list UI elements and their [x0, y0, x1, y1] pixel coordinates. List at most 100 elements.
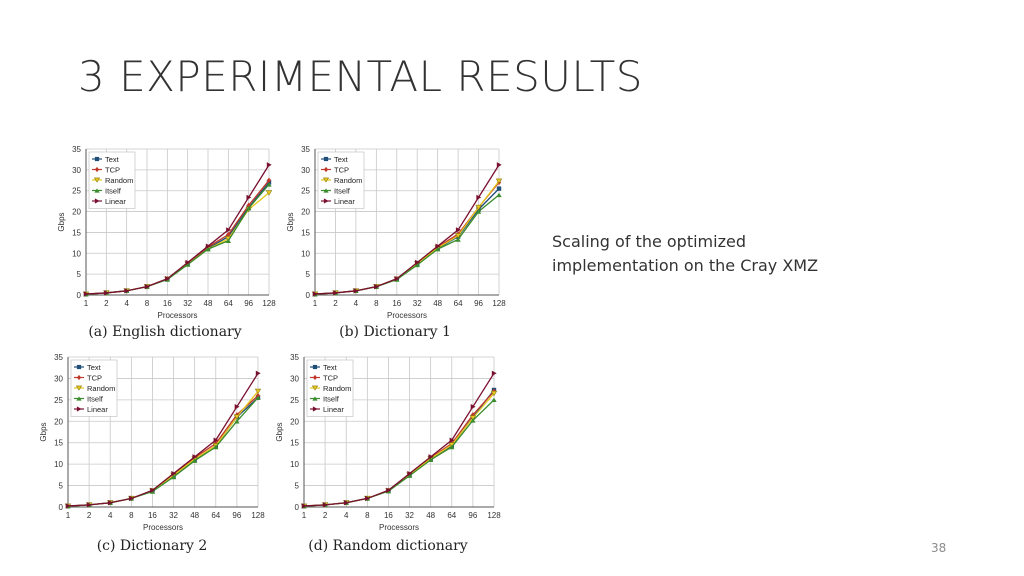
data-point-itself	[255, 395, 261, 400]
y-tick-label: 15	[54, 439, 63, 448]
x-tick-label: 128	[492, 299, 506, 308]
data-point-linear	[496, 162, 502, 168]
legend-label-linear: Linear	[334, 197, 355, 206]
legend-marker-random	[75, 385, 83, 391]
y-tick-label: 35	[290, 353, 299, 362]
legend-label-random: Random	[334, 176, 362, 185]
x-tick-label: 48	[190, 511, 199, 520]
y-tick-label: 35	[301, 145, 310, 154]
data-point-itself	[213, 444, 219, 450]
data-point-itself	[225, 238, 232, 243]
y-tick-label: 10	[54, 460, 63, 469]
data-point-itself	[449, 444, 455, 450]
slide-caption: Scaling of the optimized implementation …	[552, 232, 819, 275]
data-point-linear	[83, 291, 89, 297]
x-tick-label: 1	[313, 299, 318, 308]
y-tick-label: 20	[301, 208, 310, 217]
x-tick-label: 4	[124, 299, 129, 308]
legend-marker-linear	[76, 406, 82, 412]
x-tick-label: 8	[374, 299, 379, 308]
x-tick-label: 48	[433, 299, 442, 308]
chart-panel-random-dictionary: 0 5 10 15 20 25 30 35 1 2 4 8 16 32 48 64 96 128 Processor…	[266, 348, 510, 560]
series-line-linear	[85, 164, 270, 295]
y-axis-label: Gbps	[275, 422, 284, 441]
data-point-linear	[491, 370, 497, 376]
legend-marker-text	[323, 156, 329, 162]
legend-label-random: Random	[87, 384, 115, 393]
data-point-linear	[171, 470, 177, 477]
data-point-linear	[333, 290, 339, 296]
x-tick-label: 16	[148, 511, 157, 520]
data-point-linear	[344, 500, 349, 506]
data-point-linear	[129, 495, 135, 502]
data-point-itself	[191, 458, 198, 463]
x-tick-label: 64	[447, 511, 456, 520]
legend-marker-random	[311, 385, 319, 391]
data-point-random	[254, 388, 262, 395]
series-line-linear	[67, 372, 259, 507]
x-tick-label: 2	[323, 511, 328, 520]
data-point-linear	[108, 500, 113, 506]
x-tick-label: 8	[365, 511, 370, 520]
data-point-itself	[475, 209, 482, 214]
x-tick-label: 96	[232, 511, 241, 520]
chart-caption: (a) English dictionary	[88, 324, 242, 340]
x-tick-label: 2	[104, 299, 109, 308]
data-point-tcp	[226, 231, 231, 238]
y-tick-label: 25	[54, 396, 63, 405]
x-tick-label: 4	[344, 511, 349, 520]
data-point-linear	[455, 227, 461, 233]
data-point-itself	[491, 397, 497, 403]
data-point-linear	[246, 194, 252, 201]
data-point-itself	[427, 457, 434, 463]
data-point-linear	[435, 243, 441, 249]
legend-marker-text	[312, 364, 318, 370]
data-point-linear	[185, 259, 191, 266]
legend-marker-linear	[323, 198, 329, 204]
legend-marker-random	[322, 177, 330, 183]
data-point-linear	[205, 243, 211, 249]
data-point-linear	[234, 404, 240, 410]
y-axis-label: Gbps	[39, 422, 48, 441]
x-tick-label: 64	[454, 299, 463, 308]
x-axis-label: Processors	[143, 523, 183, 532]
legend-label-text: Text	[87, 363, 102, 372]
legend-marker-text	[94, 156, 100, 162]
x-tick-label: 4	[108, 511, 113, 520]
data-point-linear	[322, 502, 328, 508]
data-point-itself	[170, 474, 177, 480]
slide-title: 3 EXPERIMENTAL RESULTS	[78, 52, 643, 101]
data-point-linear	[394, 276, 400, 282]
data-point-itself	[496, 192, 502, 198]
x-tick-label: 64	[224, 299, 233, 308]
data-point-linear	[104, 290, 110, 296]
chart-caption: (c) Dictionary 2	[96, 538, 208, 554]
legend-label-tcp: TCP	[105, 165, 120, 174]
y-tick-label: 20	[72, 208, 81, 217]
legend-label-tcp: TCP	[323, 373, 338, 382]
y-tick-label: 15	[290, 439, 299, 448]
legend-label-random: Random	[323, 384, 351, 393]
x-tick-label: 2	[87, 511, 92, 520]
data-point-linear	[353, 288, 359, 294]
chart-panel-english-dictionary: 0 5 10 15 20 25 30 35 1 2 4 8 16 32 48 64 96 128 Processor…	[50, 140, 280, 348]
x-tick-label: 8	[145, 299, 150, 308]
data-point-linear	[86, 502, 92, 508]
data-point-itself	[406, 473, 413, 478]
y-tick-label: 20	[290, 417, 299, 426]
y-tick-label: 5	[295, 482, 300, 491]
x-tick-label: 8	[129, 511, 134, 520]
legend-marker-linear	[312, 406, 318, 412]
legend-label-itself: Itself	[87, 394, 104, 403]
data-point-linear	[144, 283, 150, 290]
x-axis-label: Processors	[379, 523, 419, 532]
x-tick-label: 32	[405, 511, 414, 520]
y-tick-label: 5	[77, 270, 82, 279]
y-tick-label: 30	[72, 166, 81, 175]
x-tick-label: 64	[211, 511, 220, 520]
y-tick-label: 25	[301, 187, 310, 196]
x-tick-label: 96	[244, 299, 253, 308]
